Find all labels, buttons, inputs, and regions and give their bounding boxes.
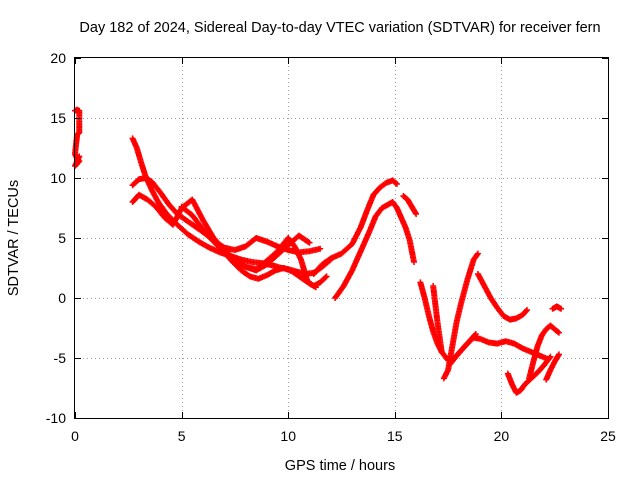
y-tick-label: 20 xyxy=(50,50,66,66)
series-early xyxy=(72,106,83,169)
y-axis-label: SDTVAR / TECUs xyxy=(6,180,22,296)
y-tick-label: -10 xyxy=(46,410,66,426)
data-point-marker xyxy=(410,259,417,265)
data-point-marker xyxy=(554,328,561,335)
y-tick-label: -5 xyxy=(54,350,67,366)
data-point-marker xyxy=(555,351,562,358)
series-trace-o xyxy=(526,322,562,382)
x-tick-label: 20 xyxy=(494,428,510,444)
x-axis-label: GPS time / hours xyxy=(285,458,395,474)
data-point-marker xyxy=(546,355,553,361)
x-tick-label: 25 xyxy=(600,428,616,444)
data-point-marker xyxy=(471,332,478,339)
data-point-marker xyxy=(76,153,83,160)
data-point-marker xyxy=(323,273,330,280)
y-tick-label: 15 xyxy=(50,110,66,126)
data-point-marker xyxy=(474,250,481,257)
x-tick-label: 5 xyxy=(178,428,186,444)
series-trace-g xyxy=(310,177,400,277)
data-point-marker xyxy=(392,180,399,187)
x-tick-label: 10 xyxy=(280,428,296,444)
y-tick-label: 5 xyxy=(58,230,66,246)
data-point-marker xyxy=(306,239,313,246)
data-point-marker xyxy=(523,307,530,314)
data-point-marker xyxy=(393,181,400,187)
y-tick-label: 0 xyxy=(58,290,66,306)
series-trace-p xyxy=(543,351,562,383)
x-tick-label: 15 xyxy=(387,428,403,444)
data-points xyxy=(72,106,565,396)
y-tick-label: 10 xyxy=(50,170,66,186)
data-point-marker xyxy=(472,331,479,337)
data-point-marker xyxy=(474,251,481,258)
series-trace-l xyxy=(447,331,479,367)
series-trace-h xyxy=(400,193,420,217)
data-point-marker xyxy=(322,274,329,281)
grid-lines xyxy=(75,58,608,418)
data-point-marker xyxy=(555,329,562,336)
x-tick-label: 0 xyxy=(71,428,79,444)
axis-ticks: 0 5 10 15 20 25 -10 -5 0 5 10 15 20 xyxy=(46,50,616,444)
series-trace-q xyxy=(549,303,565,312)
series-trace-m xyxy=(474,271,530,323)
series-trace-f xyxy=(332,199,417,301)
data-point-marker xyxy=(547,353,554,360)
chart-title: Day 182 of 2024, Sidereal Day-to-day VTE… xyxy=(79,20,600,36)
data-point-marker xyxy=(317,245,324,252)
series-trace-e xyxy=(231,235,330,289)
data-point-marker xyxy=(558,305,565,312)
data-point-marker xyxy=(413,211,420,217)
plot-frame xyxy=(74,57,609,419)
data-point-marker xyxy=(523,307,530,313)
series-trace-k xyxy=(440,250,481,382)
data-point-marker xyxy=(305,239,312,245)
